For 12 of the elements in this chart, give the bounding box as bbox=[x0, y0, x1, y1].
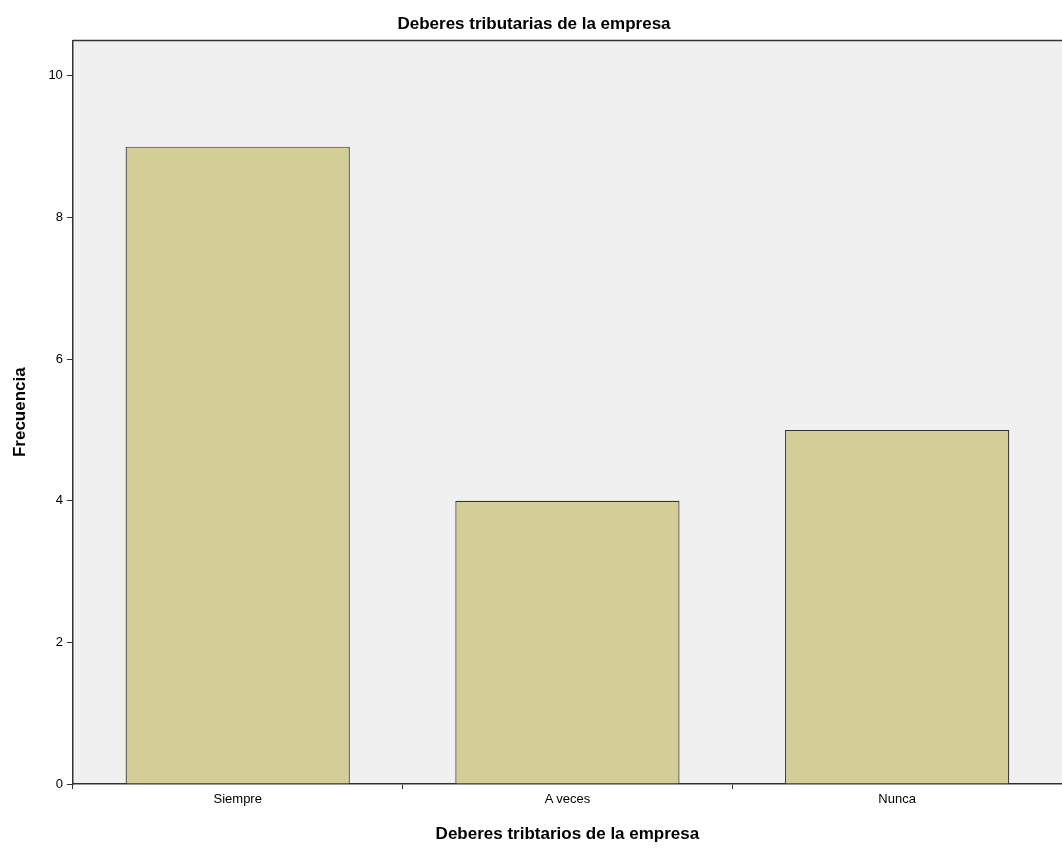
x-axis-title: Deberes tribtarios de la empresa bbox=[435, 824, 700, 844]
x-tick-label: Nunca bbox=[878, 791, 917, 807]
y-tick-label: 2 bbox=[55, 633, 63, 649]
y-tick-label: 8 bbox=[55, 209, 63, 225]
chart-title: Deberes tributarias de la empresa bbox=[397, 13, 672, 33]
y-tick-label: 6 bbox=[55, 350, 63, 366]
y-tick-label: 10 bbox=[48, 67, 63, 83]
y-tick-label: 4 bbox=[55, 492, 63, 508]
y-axis-title: Frecuencia bbox=[9, 366, 29, 458]
x-tick-label: Siempre bbox=[213, 791, 262, 807]
y-tick-label: 0 bbox=[55, 775, 63, 791]
x-tick-label: A veces bbox=[544, 791, 591, 807]
